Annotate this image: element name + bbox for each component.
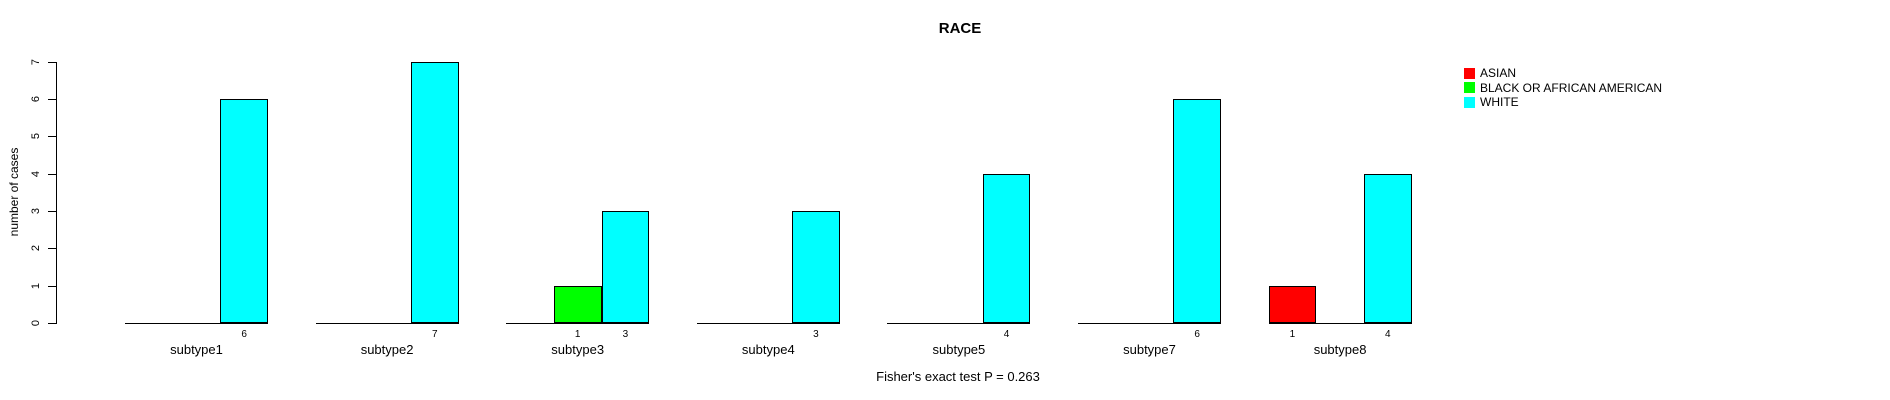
bar: [982, 173, 1031, 323]
y-tick-label: 5: [30, 133, 42, 140]
stat-test-note: Fisher's exact test P = 0.263: [876, 369, 1040, 384]
legend-label: BLACK OR AFRICAN AMERICAN: [1480, 80, 1663, 95]
bar-value-label: 1: [574, 329, 581, 340]
y-tick-mark: [48, 61, 56, 63]
bar-value-label: 6: [241, 329, 247, 340]
y-tick-mark: [48, 285, 56, 287]
x-category-label: subtype3: [551, 342, 605, 357]
legend-item: BLACK OR AFRICAN AMERICAN: [1464, 81, 1662, 96]
y-tick-mark: [48, 323, 56, 324]
bar: [1268, 285, 1317, 323]
y-tick-label: 0: [30, 319, 42, 327]
group-baseline: [1268, 323, 1412, 324]
bar: [792, 211, 840, 323]
y-tick-mark: [48, 99, 56, 101]
bar-value-label: 1: [1289, 329, 1296, 340]
group-baseline: [315, 323, 459, 324]
y-tick-label: 2: [30, 245, 42, 252]
x-category-label: subtype1: [170, 342, 223, 357]
x-category-label: subtype7: [1123, 342, 1176, 357]
y-tick-label: 3: [30, 207, 42, 215]
bar-value-label: 3: [622, 329, 629, 340]
y-tick-label: 7: [30, 58, 42, 65]
y-tick-label: 1: [30, 282, 42, 289]
x-category-label: subtype8: [1313, 342, 1367, 357]
legend-swatch-icon: [1464, 82, 1475, 94]
legend: ASIAN BLACK OR AFRICAN AMERICAN WHITE: [1464, 66, 1662, 110]
legend-label: WHITE: [1480, 95, 1519, 110]
bar: [553, 285, 602, 323]
y-tick-mark: [48, 211, 56, 212]
group-baseline: [125, 323, 268, 324]
bar-value-label: 4: [1384, 329, 1391, 340]
x-category-label: subtype4: [741, 342, 795, 357]
bar: [410, 61, 459, 323]
group-baseline: [696, 323, 840, 324]
group-baseline: [887, 323, 1031, 324]
legend-label: ASIAN: [1480, 66, 1517, 81]
y-tick-mark: [48, 136, 56, 138]
y-tick-mark: [48, 173, 56, 175]
group-baseline: [506, 323, 650, 324]
bar: [1173, 99, 1221, 323]
legend-item: ASIAN: [1464, 66, 1662, 81]
y-axis-line: [56, 61, 57, 324]
legend-item: WHITE: [1464, 95, 1662, 110]
bar-value-label: 4: [1003, 329, 1010, 340]
bar-value-label: 3: [813, 329, 819, 340]
y-tick-mark: [48, 248, 56, 250]
x-category-label: subtype2: [360, 342, 414, 357]
y-tick-label: 4: [30, 170, 42, 177]
bar: [1363, 173, 1412, 323]
chart-title: RACE: [938, 20, 982, 37]
bar-value-label: 7: [431, 329, 438, 340]
y-axis-title: number of cases: [7, 147, 21, 237]
y-tick-label: 6: [30, 95, 42, 103]
bar: [220, 99, 268, 323]
bar-value-label: 6: [1194, 329, 1200, 340]
group-baseline: [1078, 323, 1221, 324]
bar: [601, 211, 650, 323]
x-category-label: subtype5: [932, 342, 986, 357]
legend-swatch-icon: [1464, 67, 1475, 79]
legend-swatch-icon: [1464, 96, 1475, 108]
